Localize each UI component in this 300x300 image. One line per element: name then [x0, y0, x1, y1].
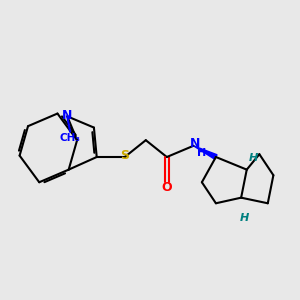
Polygon shape: [194, 146, 217, 159]
Text: N: N: [62, 109, 73, 122]
Text: CH₃: CH₃: [60, 133, 81, 143]
Text: H: H: [249, 153, 258, 163]
Text: S: S: [120, 148, 129, 161]
Text: O: O: [161, 181, 172, 194]
Text: H: H: [239, 213, 249, 223]
Text: N: N: [190, 137, 200, 150]
Text: H: H: [197, 148, 206, 158]
